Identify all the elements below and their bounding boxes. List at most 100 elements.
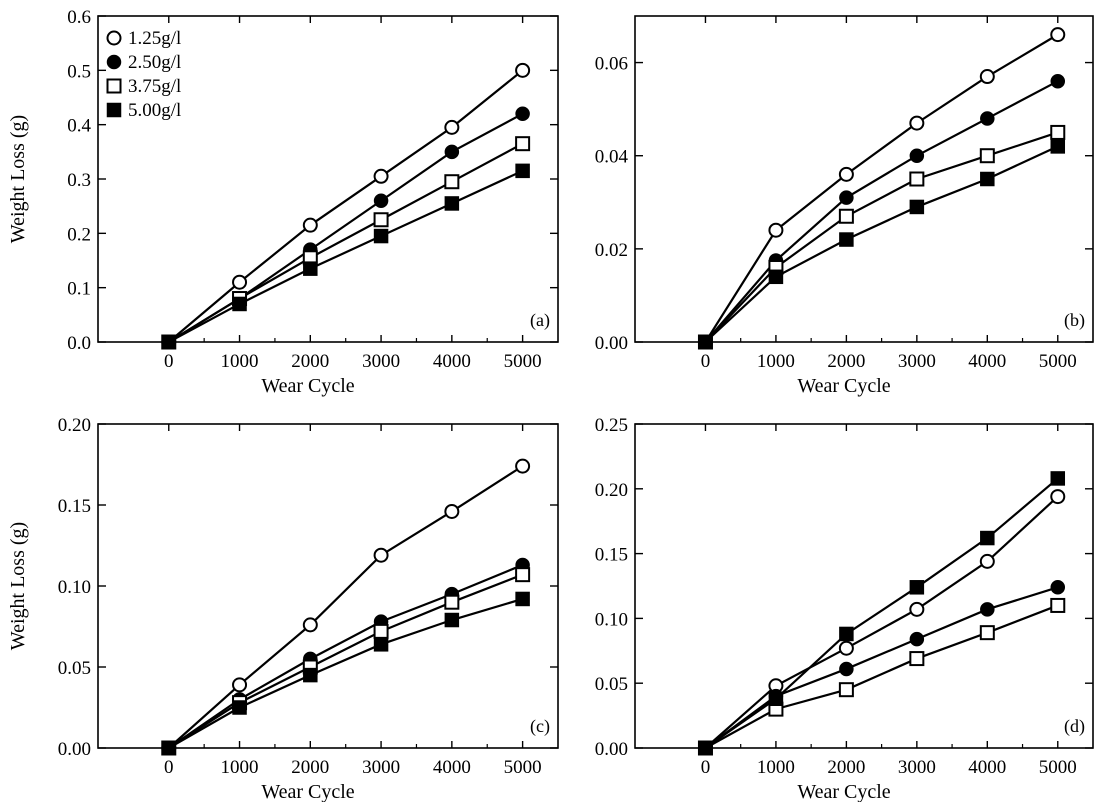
data-point-series-2	[980, 111, 995, 126]
data-point-series-4	[839, 232, 854, 247]
data-point-series-1	[838, 640, 854, 656]
legend: 1.25g/l 2.50g/l 3.75g/l 5.00g/l	[106, 28, 181, 121]
x-tick-label: 1000	[757, 351, 795, 372]
series-line-1	[168, 69, 524, 343]
data-point-series-3	[444, 594, 460, 610]
series-line-3	[704, 604, 1059, 749]
x-tick-label: 1000	[221, 351, 259, 372]
series-line-2	[168, 563, 524, 749]
x-tick-label: 2000	[827, 757, 865, 778]
data-point-series-2	[444, 144, 460, 160]
legend-marker	[106, 78, 122, 94]
series-line-2	[704, 80, 1059, 343]
chart-panel-1: 0 1000 2000 3000 4000 5000 0.0 0.1 0.2 0.3 0.4 0.5 0…	[7, 7, 559, 397]
data-point-series-1	[444, 503, 460, 519]
panel-label: (d)	[1064, 716, 1085, 737]
series-line-3	[168, 573, 524, 749]
y-tick-label: 0.15	[595, 545, 628, 566]
data-point-series-4	[161, 334, 177, 350]
data-point-series-4	[373, 637, 389, 652]
data-point-series-3	[909, 651, 925, 667]
data-point-series-4	[444, 612, 460, 628]
legend-marker	[106, 30, 122, 46]
x-tick-label: 1000	[221, 757, 259, 778]
data-point-series-1	[768, 222, 784, 238]
y-tick-label: 0.05	[595, 674, 628, 695]
legend-label: 3.75g/l	[128, 76, 181, 97]
data-point-series-3	[1050, 597, 1066, 613]
data-point-series-3	[838, 208, 854, 224]
x-tick-label: 4000	[433, 757, 471, 778]
series-line-4	[168, 169, 524, 343]
data-point-series-4	[373, 228, 389, 244]
y-axis-title: Weight Loss (g)	[7, 115, 29, 243]
data-point-series-1	[1050, 27, 1066, 43]
legend-marker	[106, 54, 122, 70]
data-point-series-2	[839, 190, 854, 205]
legend-label: 1.25g/l	[128, 28, 181, 49]
data-point-series-3	[373, 212, 389, 228]
data-point-series-2	[1050, 580, 1066, 595]
y-tick-label: 0.2	[67, 224, 91, 245]
x-tick-label: 2000	[827, 351, 865, 372]
y-tick-label: 0.06	[595, 54, 628, 75]
y-tick-label: 0.15	[58, 496, 91, 517]
x-tick-label: 5000	[504, 757, 542, 778]
data-point-series-4	[444, 196, 460, 211]
data-point-series-4	[698, 334, 713, 350]
panel-label: (c)	[530, 716, 550, 737]
data-point-series-4	[515, 591, 530, 607]
data-point-series-3	[838, 682, 854, 698]
y-tick-label: 0.6	[67, 7, 91, 28]
data-point-series-4	[303, 667, 318, 683]
x-tick-label: 4000	[433, 351, 471, 372]
x-tick-label: 3000	[362, 351, 400, 372]
data-point-series-4	[839, 626, 854, 642]
y-tick-label: 0.5	[67, 61, 91, 82]
y-tick-label: 0.20	[595, 480, 628, 501]
plot-frame	[97, 423, 559, 749]
plot-frame	[634, 15, 1094, 343]
data-point-series-3	[444, 174, 460, 190]
data-point-series-1	[373, 168, 389, 184]
x-tick-label: 5000	[504, 351, 542, 372]
data-point-series-1	[373, 547, 389, 563]
y-tick-label: 0.00	[58, 739, 91, 760]
y-axis-title: Weight Loss (g)	[7, 522, 29, 650]
data-point-series-3	[373, 623, 389, 639]
data-point-series-1	[302, 217, 318, 233]
x-tick-label: 5000	[1039, 757, 1077, 778]
legend-marker	[106, 102, 122, 118]
data-point-series-4	[909, 580, 925, 595]
data-point-series-4	[768, 269, 784, 285]
series-line-1	[168, 465, 524, 749]
y-tick-label: 0.05	[58, 658, 91, 679]
data-point-series-1	[515, 458, 531, 474]
y-tick-label: 0.10	[595, 609, 628, 630]
data-point-series-1	[909, 115, 925, 131]
y-tick-label: 0.04	[595, 147, 629, 168]
y-tick-label: 0.20	[58, 415, 91, 436]
data-point-series-4	[909, 199, 925, 215]
y-tick-label: 0.25	[595, 415, 628, 436]
data-point-series-2	[1050, 73, 1066, 89]
data-point-series-1	[232, 274, 248, 290]
plot-frame	[634, 423, 1094, 749]
series-line-2	[168, 112, 524, 343]
x-tick-label: 0	[164, 351, 174, 372]
legend-label: 5.00g/l	[128, 100, 181, 121]
x-axis-title: Wear Cycle	[261, 375, 354, 397]
x-tick-label: 4000	[968, 351, 1006, 372]
data-point-series-1	[515, 62, 531, 78]
x-tick-label: 1000	[757, 757, 795, 778]
data-point-series-2	[909, 631, 925, 647]
data-point-series-1	[979, 69, 995, 85]
series-line-3	[168, 142, 524, 343]
data-point-series-4	[768, 691, 784, 707]
x-tick-label: 2000	[291, 757, 329, 778]
y-tick-label: 0.10	[58, 577, 91, 598]
data-point-series-4	[232, 296, 247, 312]
data-point-series-4	[698, 740, 713, 756]
x-tick-label: 0	[701, 351, 711, 372]
